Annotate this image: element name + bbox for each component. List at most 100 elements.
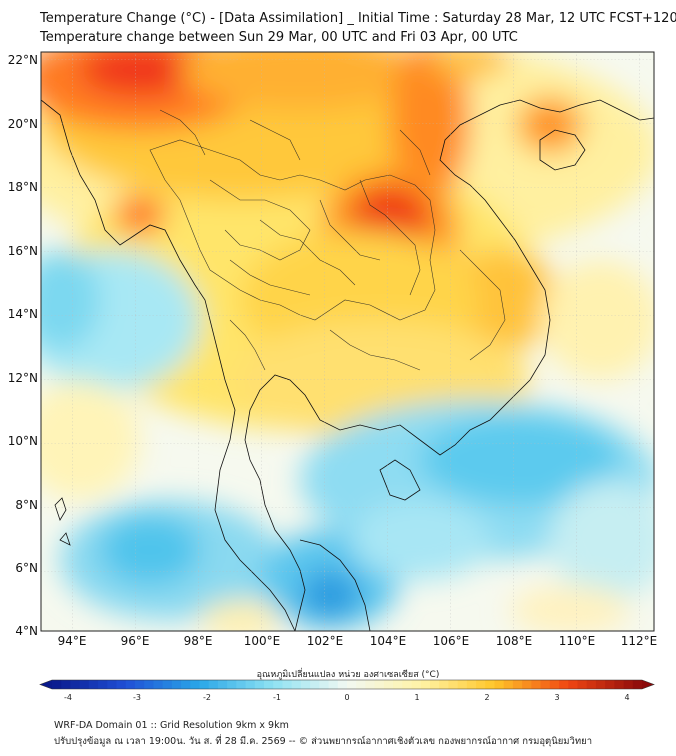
- colorbar-segment: [632, 680, 643, 689]
- colorbar-segment: [319, 680, 329, 689]
- colorbar: [39, 679, 655, 690]
- colorbar-segment: [125, 680, 136, 689]
- colorbar-tick: 2: [484, 693, 489, 702]
- colorbar-segment: [245, 680, 256, 689]
- colorbar-segment: [439, 680, 449, 689]
- lat-label: 4°N: [15, 624, 38, 638]
- lon-axis: 94°E 96°E 98°E 100°E 102°E 104°E 106°E 1…: [58, 634, 658, 648]
- colorbar-tick: -3: [133, 693, 141, 702]
- colorbar-segment: [190, 680, 200, 689]
- colorbar-segment: [411, 680, 422, 689]
- colorbar-segment: [531, 680, 541, 689]
- colorbar-segment: [448, 680, 459, 689]
- lon-label: 110°E: [559, 634, 596, 648]
- lon-label: 94°E: [58, 634, 87, 648]
- lat-label: 18°N: [8, 180, 38, 194]
- lat-label: 10°N: [8, 434, 38, 448]
- colorbar-segment: [503, 680, 514, 689]
- colorbar-segment: [199, 680, 210, 689]
- lat-label: 16°N: [8, 244, 38, 258]
- lon-label: 108°E: [496, 634, 533, 648]
- colorbar-arrow-right: [642, 680, 654, 689]
- colorbar-segment: [98, 680, 108, 689]
- colorbar-segment: [217, 680, 228, 689]
- lat-label: 12°N: [8, 371, 38, 385]
- colorbar-segment: [134, 680, 145, 689]
- map-field: [41, 52, 654, 631]
- colorbar-tick: 1: [414, 693, 419, 702]
- lon-label: 112°E: [621, 634, 658, 648]
- colorbar-segment: [595, 680, 606, 689]
- colorbar-tick: 4: [624, 693, 629, 702]
- colorbar-segment: [208, 680, 219, 689]
- footer-credit: ปรับปรุงข้อมูล ณ เวลา 19:00น. วัน ส. ที่…: [54, 736, 593, 747]
- colorbar-segment: [310, 680, 320, 689]
- colorbar-segment: [61, 680, 71, 689]
- colorbar-segment: [116, 680, 127, 689]
- colorbar-segment: [383, 680, 394, 689]
- colorbar-arrow-left: [40, 680, 52, 689]
- lon-label: 100°E: [244, 634, 281, 648]
- colorbar-segment: [337, 680, 348, 689]
- colorbar-segment: [273, 680, 283, 689]
- colorbar-segment: [291, 680, 302, 689]
- colorbar-segment: [144, 680, 154, 689]
- colorbar-tick: -1: [273, 693, 281, 702]
- colorbar-segment: [393, 680, 403, 689]
- colorbar-segment: [476, 680, 486, 689]
- footer-model-info: WRF-DA Domain 01 :: Grid Resolution 9km …: [54, 720, 289, 731]
- colorbar-segment: [485, 680, 495, 689]
- colorbar-segment: [568, 680, 578, 689]
- lon-label: 104°E: [370, 634, 407, 648]
- colorbar-segment: [605, 680, 615, 689]
- colorbar-segment: [328, 680, 339, 689]
- colorbar-segment: [512, 680, 523, 689]
- colorbar-segment: [522, 680, 532, 689]
- colorbar-segment: [171, 680, 182, 689]
- colorbar-segment: [420, 680, 431, 689]
- lat-axis: 22°N 20°N 18°N 16°N 14°N 12°N 10°N 8°N 6…: [8, 53, 38, 638]
- colorbar-segment: [153, 680, 164, 689]
- colorbar-frame: [39, 679, 655, 690]
- colorbar-segment: [402, 680, 412, 689]
- colorbar-segment: [282, 680, 293, 689]
- colorbar-segment: [457, 680, 468, 689]
- colorbar-segment: [254, 680, 265, 689]
- colorbar-segment: [88, 680, 99, 689]
- colorbar-segment: [614, 680, 624, 689]
- lat-label: 20°N: [8, 117, 38, 131]
- colorbar-ticks: -4 -3 -2 -1 0 1 2 3 4: [64, 693, 630, 702]
- colorbar-tick: -4: [64, 693, 72, 702]
- colorbar-segment: [79, 680, 90, 689]
- colorbar-segment: [577, 680, 588, 689]
- colorbar-segment: [540, 680, 551, 689]
- colorbar-segment: [162, 680, 173, 689]
- lat-label: 14°N: [8, 307, 38, 321]
- lon-label: 98°E: [184, 634, 213, 648]
- colorbar-segment: [559, 680, 569, 689]
- colorbar-segment: [356, 680, 366, 689]
- colorbar-segment: [107, 680, 117, 689]
- colorbar-segment: [365, 680, 376, 689]
- colorbar-segment: [236, 680, 246, 689]
- chart-title: Temperature Change (°C) - [Data Assimila…: [40, 11, 676, 26]
- lon-label: 96°E: [121, 634, 150, 648]
- colorbar-segment: [549, 680, 560, 689]
- colorbar-segment: [227, 680, 237, 689]
- colorbar-title: อุณหภูมิเปลี่ยนแปลง หน่วย องศาเซลเซียส (…: [257, 667, 440, 680]
- lat-label: 6°N: [15, 561, 38, 575]
- colorbar-tick: -2: [203, 693, 211, 702]
- colorbar-segment: [623, 680, 634, 689]
- colorbar-segment: [374, 680, 385, 689]
- colorbar-segment: [429, 680, 440, 689]
- colorbar-segment: [181, 680, 191, 689]
- map-frame: [40, 51, 655, 632]
- colorbar-segment: [586, 680, 597, 689]
- colorbar-segment: [264, 680, 274, 689]
- colorbar-segment: [52, 680, 62, 689]
- lat-label: 22°N: [8, 53, 38, 67]
- colorbar-tick: 3: [554, 693, 559, 702]
- colorbar-segment: [494, 680, 505, 689]
- chart-subtitle: Temperature change between Sun 29 Mar, 0…: [40, 30, 518, 45]
